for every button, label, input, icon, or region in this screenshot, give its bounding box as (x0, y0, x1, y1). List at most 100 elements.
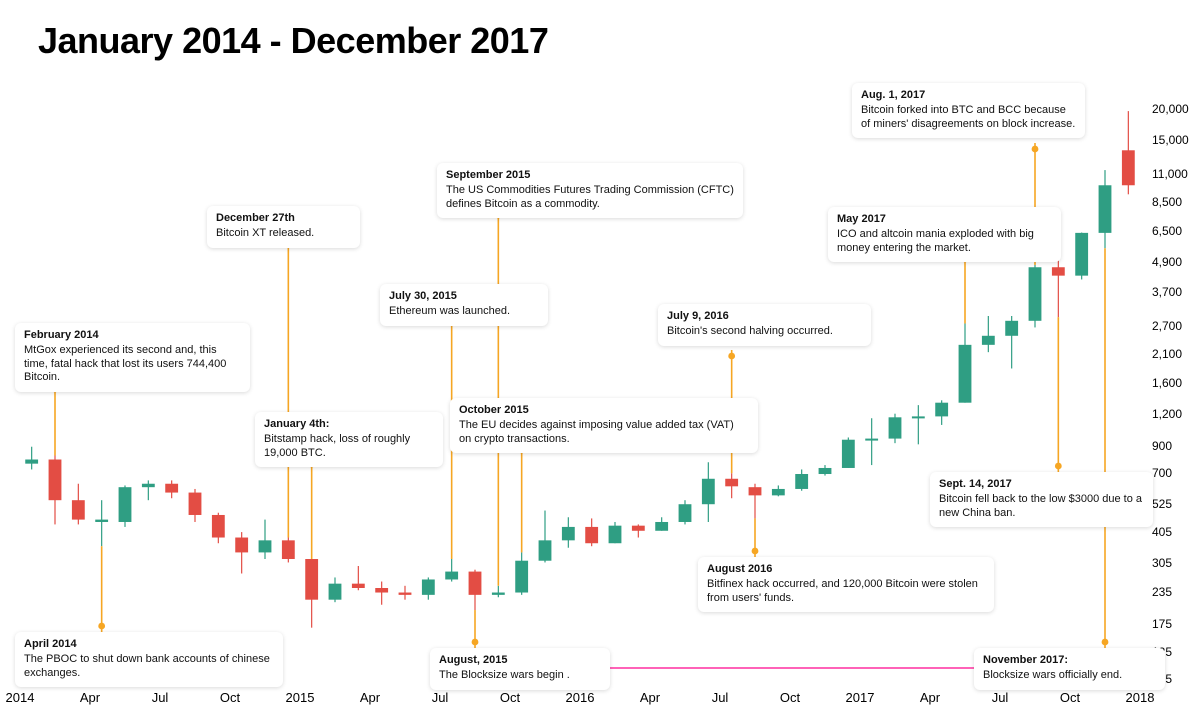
candle-body (539, 540, 552, 560)
annotation-date: July 30, 2015 (389, 290, 539, 304)
candle-body (119, 487, 132, 522)
y-tick-label: 700 (1152, 466, 1172, 480)
annotation-date: November 2017: (983, 654, 1156, 668)
candle-body (1122, 150, 1135, 185)
annotation-box: February 2014MtGox experienced its secon… (15, 323, 250, 392)
annotation-box: Aug. 1, 2017Bitcoin forked into BTC and … (852, 83, 1085, 138)
annotation-date: July 9, 2016 (667, 310, 862, 324)
candle-body (1029, 267, 1042, 321)
candle-body (865, 439, 878, 441)
annotation-date: August, 2015 (439, 654, 601, 668)
x-tick-label: Jul (432, 690, 449, 705)
candle-body (795, 474, 808, 489)
candle-body (25, 460, 38, 464)
annotation-box: May 2017ICO and altcoin mania exploded w… (828, 207, 1061, 262)
annotation-dot (1055, 463, 1062, 470)
annotation-box: July 9, 2016Bitcoin's second halving occ… (658, 304, 871, 346)
candle-body (142, 484, 155, 487)
y-tick-label: 8,500 (1152, 195, 1182, 209)
y-tick-label: 11,000 (1152, 167, 1188, 181)
candle-body (702, 479, 715, 504)
candle-body (819, 468, 832, 474)
annotation-date: October 2015 (459, 404, 749, 418)
annotation-text: The Blocksize wars begin . (439, 669, 601, 683)
y-tick-label: 900 (1152, 439, 1172, 453)
annotation-dot (1102, 639, 1109, 646)
annotation-dot (1032, 146, 1039, 153)
annotation-text: Ethereum was launched. (389, 305, 539, 319)
candle-body (49, 460, 62, 501)
annotation-dot (98, 623, 105, 630)
x-tick-label: Jul (712, 690, 729, 705)
candle-body (655, 522, 668, 531)
candle-body (469, 572, 482, 595)
annotation-date: December 27th (216, 212, 351, 226)
annotation-text: The EU decides against imposing value ad… (459, 419, 749, 447)
candle-body (1099, 185, 1112, 233)
annotation-dot (728, 353, 735, 360)
annotation-text: MtGox experienced its second and, this t… (24, 344, 241, 385)
candle-body (399, 593, 412, 595)
x-tick-label: 2015 (286, 690, 315, 705)
y-tick-label: 305 (1152, 556, 1172, 570)
y-tick-label: 6,500 (1152, 224, 1182, 238)
candle-body (679, 504, 692, 522)
x-tick-label: 2016 (566, 690, 595, 705)
candle-body (749, 487, 762, 495)
annotation-box: August 2016Bitfinex hack occurred, and 1… (698, 557, 994, 612)
annotation-text: Bitcoin XT released. (216, 227, 351, 241)
candle-body (329, 584, 342, 600)
x-tick-label: Apr (360, 690, 380, 705)
annotation-box: Sept. 14, 2017Bitcoin fell back to the l… (930, 472, 1153, 527)
x-tick-label: Oct (220, 690, 240, 705)
candle-body (772, 489, 785, 495)
annotation-box: October 2015The EU decides against impos… (450, 398, 758, 453)
x-tick-label: Oct (500, 690, 520, 705)
annotation-date: February 2014 (24, 329, 241, 343)
candle-body (632, 526, 645, 531)
x-tick-label: Jul (992, 690, 1009, 705)
candle-body (492, 593, 505, 595)
y-tick-label: 4,900 (1152, 255, 1182, 269)
annotation-date: August 2016 (707, 563, 985, 577)
y-tick-label: 2,700 (1152, 319, 1182, 333)
candle-body (912, 416, 925, 418)
candle-body (375, 588, 388, 593)
annotation-box: August, 2015The Blocksize wars begin . (430, 648, 610, 690)
candle-body (725, 479, 738, 487)
annotation-date: May 2017 (837, 213, 1052, 227)
y-tick-label: 3,700 (1152, 285, 1182, 299)
annotation-dot (472, 639, 479, 646)
annotation-date: January 4th: (264, 418, 434, 432)
candle-body (212, 515, 225, 538)
candle-body (515, 561, 528, 593)
y-tick-label: 525 (1152, 497, 1172, 511)
annotation-date: Sept. 14, 2017 (939, 478, 1144, 492)
y-tick-label: 405 (1152, 525, 1172, 539)
candle-body (165, 484, 178, 493)
y-tick-label: 20,000 (1152, 102, 1189, 116)
y-tick-label: 235 (1152, 585, 1172, 599)
candle-body (189, 493, 202, 515)
candle-body (842, 440, 855, 468)
annotation-text: Bitcoin fell back to the low $3000 due t… (939, 493, 1144, 521)
candle-body (1075, 233, 1088, 276)
candle-body (352, 584, 365, 588)
annotation-box: September 2015The US Commodities Futures… (437, 163, 743, 218)
annotation-text: Bitfinex hack occurred, and 120,000 Bitc… (707, 578, 985, 606)
annotation-date: April 2014 (24, 638, 274, 652)
candle-body (72, 500, 85, 519)
annotation-text: Bitcoin's second halving occurred. (667, 325, 862, 339)
y-tick-label: 2,100 (1152, 347, 1182, 361)
x-tick-label: Apr (80, 690, 100, 705)
x-tick-label: 2014 (6, 690, 35, 705)
y-tick-label: 15,000 (1152, 133, 1189, 147)
candle-body (585, 527, 598, 543)
annotation-text: Bitstamp hack, loss of roughly 19,000 BT… (264, 433, 434, 461)
annotation-text: Blocksize wars officially end. (983, 669, 1156, 683)
annotation-box: January 4th:Bitstamp hack, loss of rough… (255, 412, 443, 467)
y-tick-label: 1,200 (1152, 407, 1182, 421)
x-tick-label: Oct (1060, 690, 1080, 705)
candle-body (889, 417, 902, 438)
x-tick-label: Jul (152, 690, 169, 705)
